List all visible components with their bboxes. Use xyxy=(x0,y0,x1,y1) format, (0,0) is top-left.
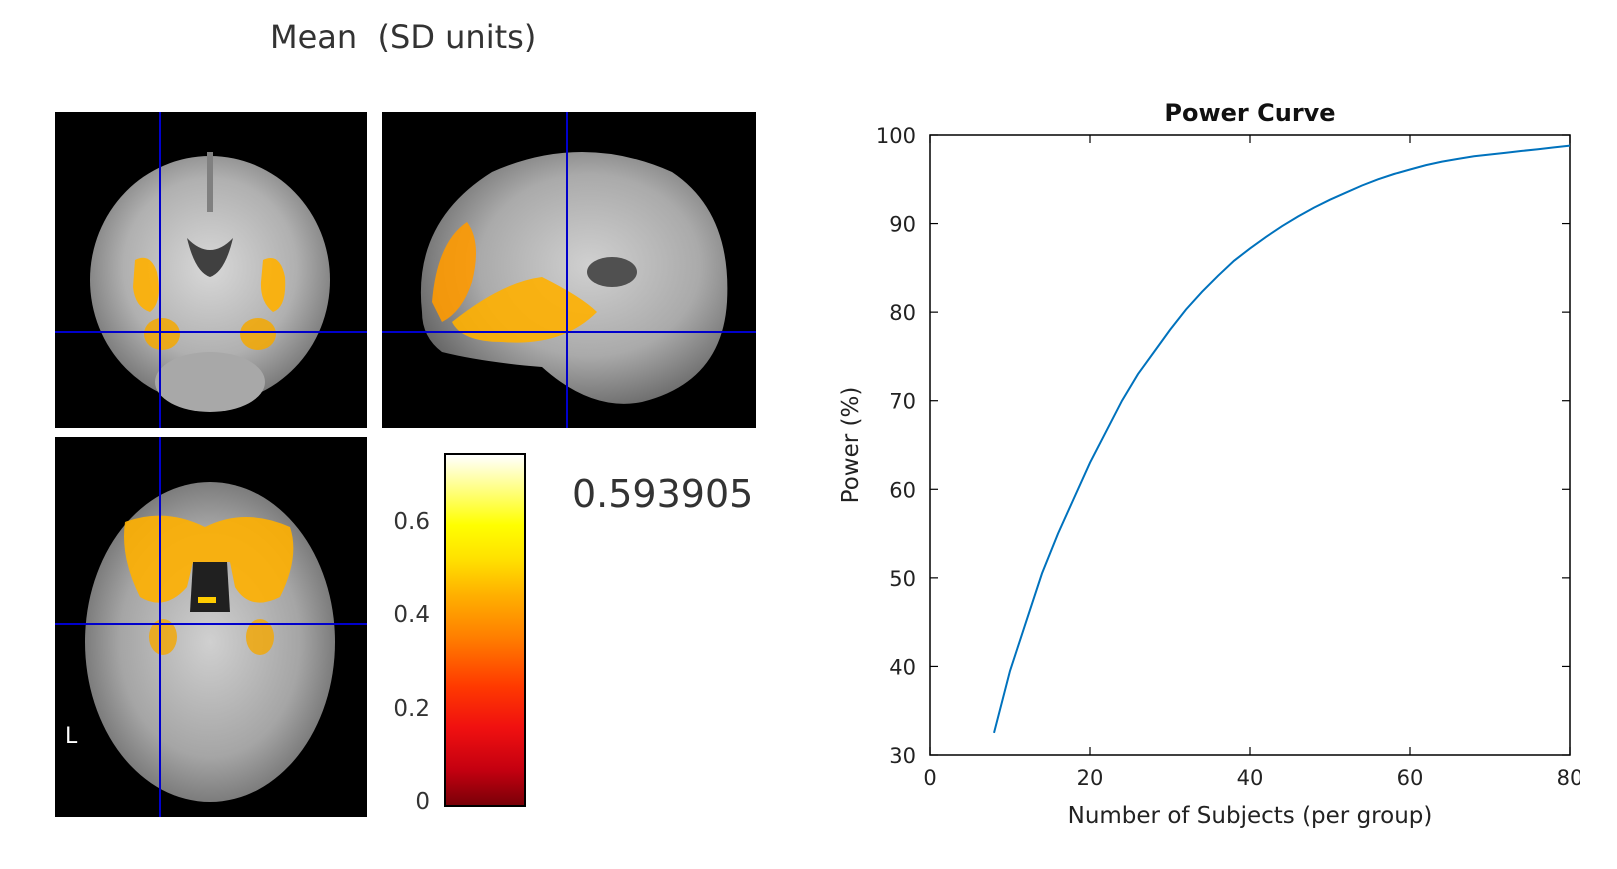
colorbar-tick-label: 0.2 xyxy=(393,695,430,722)
colorbar xyxy=(444,453,526,807)
y-tick-label: 90 xyxy=(889,213,916,237)
y-tick-label: 100 xyxy=(876,124,916,148)
plot-area xyxy=(929,134,1571,756)
x-tick-label: 0 xyxy=(923,766,936,790)
y-tick-label: 50 xyxy=(889,567,916,591)
y-tick-label: 40 xyxy=(889,655,916,679)
x-tick-label: 20 xyxy=(1077,766,1104,790)
coronal-slice-view[interactable] xyxy=(55,112,367,428)
axial-slice-view[interactable]: L xyxy=(55,437,367,817)
activation-right xyxy=(260,258,286,312)
y-tick-label: 70 xyxy=(889,390,916,414)
activation-axial xyxy=(124,515,294,603)
y-axis-label: Power (%) xyxy=(838,387,864,504)
y-tick-label: 60 xyxy=(889,478,916,502)
power-curve-chart: Power Curve 0 20 40 60 80 30 40 50 60 70 80 90 100 Num… xyxy=(838,99,1580,829)
current-value: 0.593905 xyxy=(572,472,754,516)
x-axis-label: Number of Subjects (per group) xyxy=(1068,803,1433,829)
activation-frontal xyxy=(432,222,476,322)
orientation-label: L xyxy=(65,724,78,749)
y-tick-label: 30 xyxy=(889,744,916,768)
x-tick-label: 60 xyxy=(1397,766,1424,790)
y-tick-label: 80 xyxy=(889,301,916,325)
x-tick-label: 40 xyxy=(1237,766,1264,790)
x-tick-label: 80 xyxy=(1557,766,1580,790)
colorbar-tick-label: 0.4 xyxy=(393,602,430,629)
chart-title: Power Curve xyxy=(1164,99,1335,127)
activation-left xyxy=(133,257,159,312)
colorbar-tick-label: 0.6 xyxy=(393,509,430,535)
sagittal-slice-view[interactable] xyxy=(382,112,756,428)
activation-temporal xyxy=(452,277,597,343)
figure-title: Mean (SD units) xyxy=(270,18,537,56)
colorbar-tick-label: 0 xyxy=(415,789,430,815)
power-series-line xyxy=(993,144,1571,734)
